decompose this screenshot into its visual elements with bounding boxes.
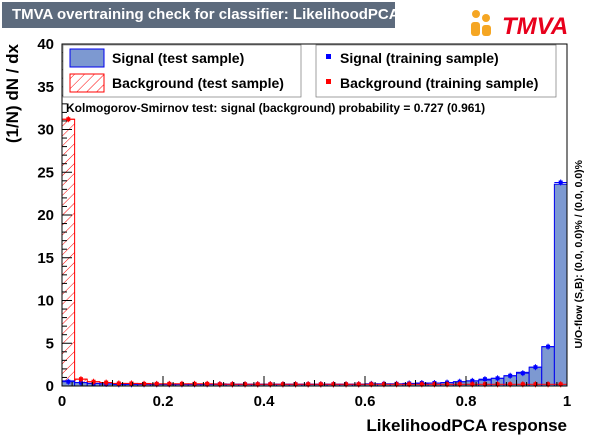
background-training-point	[268, 382, 273, 387]
legend-signal-test-label: Signal (test sample)	[112, 50, 244, 66]
background-test-histogram	[61, 118, 568, 387]
x-tick-label: 0	[58, 393, 66, 410]
x-tick-label: 1	[563, 393, 571, 410]
background-training-point	[154, 381, 159, 386]
background-training-point	[533, 382, 538, 387]
background-training-point	[369, 382, 374, 387]
y-tick-label: 40	[37, 36, 54, 53]
background-training-point	[230, 382, 235, 387]
signal-training-point	[533, 365, 538, 370]
signal-training-point	[470, 378, 475, 383]
background-training-point	[344, 382, 349, 387]
signal-training-point	[508, 373, 513, 378]
ks-test-annotation: Kolmogorov-Smirnov test: signal (backgro…	[66, 101, 485, 115]
tmva-logo: TMVA	[471, 10, 568, 40]
signal-training-point	[495, 376, 500, 381]
background-training-point	[558, 382, 563, 387]
background-training-point	[356, 382, 361, 387]
y-tick-label: 0	[46, 378, 54, 395]
y-tick-label: 35	[37, 79, 54, 96]
background-training-point	[217, 382, 222, 387]
background-training-point	[495, 382, 500, 387]
background-training-point	[381, 382, 386, 387]
background-training-point	[482, 382, 487, 387]
signal-training-point	[482, 377, 487, 382]
background-training-point	[432, 382, 437, 387]
signal-test-bin	[541, 346, 555, 387]
background-training-point	[470, 382, 475, 387]
y-tick-label: 30	[37, 122, 54, 139]
background-training-point	[546, 382, 551, 387]
background-training-point	[142, 381, 147, 386]
overflow-annotation: U/O-flow (S,B): (0.0, 0.0)% / (0.0, 0.0)…	[573, 159, 585, 348]
x-tick-label: 0.2	[153, 393, 174, 410]
legend-signal-train-marker	[326, 54, 331, 59]
legend-box-right	[315, 44, 557, 98]
plot-title: TMVA overtraining check for classifier: …	[2, 2, 395, 28]
background-training-point	[318, 382, 323, 387]
signal-training-markers	[62, 179, 567, 388]
y-tick-label: 20	[37, 207, 54, 224]
background-training-point	[205, 381, 210, 386]
y-axis-title: (1/N) dN / dx	[3, 43, 22, 143]
logo-dot-mid	[482, 14, 490, 22]
signal-training-point	[520, 371, 525, 376]
background-training-point	[280, 382, 285, 387]
signal-training-point	[546, 344, 551, 349]
signal-training-point	[66, 379, 71, 384]
y-axis: 0 5 10 15 20 25 30 35 40	[37, 36, 72, 395]
background-training-point	[306, 382, 311, 387]
legend-background-test-swatch	[69, 73, 105, 93]
background-training-point	[91, 379, 96, 384]
background-training-point	[293, 382, 298, 387]
signal-test-histogram	[61, 183, 568, 387]
y-tick-label: 5	[46, 335, 54, 352]
background-training-point	[116, 381, 121, 386]
background-training-point	[129, 381, 134, 386]
legend-background-test-label: Background (test sample)	[112, 75, 284, 91]
background-training-point	[243, 382, 248, 387]
background-test-bin	[61, 118, 76, 387]
signal-training-point	[78, 380, 83, 385]
logo-bar-left	[471, 22, 480, 36]
background-training-point	[104, 380, 109, 385]
y-tick-label: 10	[37, 293, 54, 310]
background-training-point	[66, 117, 71, 122]
background-training-point	[167, 381, 172, 386]
background-training-point	[78, 377, 83, 382]
x-axis: 0 0.2 0.4 0.6 0.8 1	[58, 376, 571, 410]
background-training-point	[520, 382, 525, 387]
background-training-point	[508, 382, 513, 387]
background-training-point	[419, 382, 424, 387]
logo-bar-right	[482, 25, 491, 36]
y-tick-label: 25	[37, 164, 54, 181]
x-tick-label: 0.6	[355, 393, 376, 410]
background-training-point	[331, 382, 336, 387]
y-tick-label: 15	[37, 250, 54, 267]
x-axis-title: LikelihoodPCA response	[366, 416, 567, 435]
background-training-point	[394, 382, 399, 387]
background-training-point	[192, 381, 197, 386]
background-training-markers	[62, 116, 567, 388]
x-tick-label: 0.4	[254, 393, 276, 410]
legend-signal-train-label: Signal (training sample)	[340, 50, 499, 66]
background-training-point	[445, 382, 450, 387]
legend-signal-test-swatch	[69, 48, 105, 68]
logo-dot-top	[472, 10, 480, 18]
background-training-point	[407, 382, 412, 387]
background-training-point	[457, 382, 462, 387]
signal-test-bin	[553, 183, 568, 387]
x-tick-label: 0.8	[456, 393, 477, 410]
signal-training-point	[558, 180, 563, 185]
background-training-point	[179, 381, 184, 386]
background-training-point	[255, 382, 260, 387]
logo-text: TMVA	[502, 13, 568, 40]
legend-background-train-marker	[326, 79, 331, 84]
legend-background-train-label: Background (training sample)	[340, 75, 538, 91]
